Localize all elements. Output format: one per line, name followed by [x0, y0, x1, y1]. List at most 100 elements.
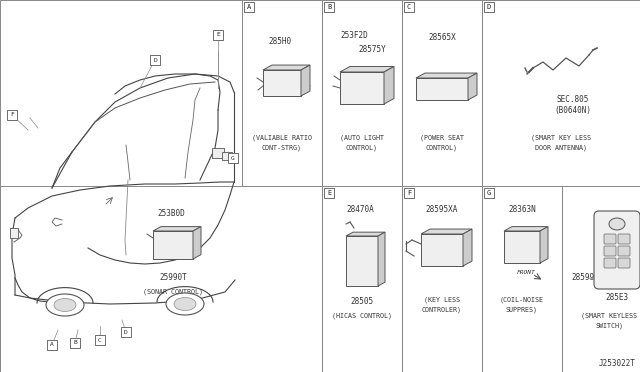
- Polygon shape: [384, 67, 394, 104]
- Polygon shape: [193, 227, 201, 259]
- Text: D: D: [124, 330, 128, 334]
- Bar: [482, 186, 562, 372]
- Polygon shape: [504, 231, 540, 263]
- FancyBboxPatch shape: [604, 234, 616, 244]
- Text: D: D: [487, 4, 491, 10]
- Polygon shape: [340, 72, 384, 104]
- Bar: [47, 340, 57, 350]
- Bar: [402, 0, 482, 186]
- Polygon shape: [421, 234, 463, 266]
- Text: F: F: [407, 190, 411, 196]
- Text: (POWER SEAT: (POWER SEAT: [420, 135, 464, 141]
- Text: SUPPRES): SUPPRES): [506, 307, 538, 313]
- Polygon shape: [301, 65, 310, 96]
- Bar: [324, 2, 334, 12]
- Polygon shape: [153, 227, 201, 231]
- Bar: [404, 188, 414, 198]
- Text: SEC.805: SEC.805: [557, 96, 589, 105]
- Bar: [222, 152, 232, 160]
- Text: B: B: [73, 340, 77, 346]
- Text: (VALIABLE RATIO: (VALIABLE RATIO: [252, 135, 312, 141]
- FancyBboxPatch shape: [618, 234, 630, 244]
- Bar: [10, 228, 18, 238]
- Text: 285H0: 285H0: [268, 38, 292, 46]
- Text: G: G: [231, 155, 235, 160]
- Polygon shape: [416, 73, 477, 78]
- Polygon shape: [378, 232, 385, 286]
- Text: 28595XA: 28595XA: [426, 205, 458, 215]
- Bar: [482, 0, 640, 186]
- Bar: [95, 335, 105, 345]
- FancyBboxPatch shape: [604, 258, 616, 268]
- Ellipse shape: [54, 298, 76, 311]
- Text: C: C: [98, 337, 102, 343]
- Text: 28599: 28599: [572, 273, 595, 282]
- Polygon shape: [153, 231, 193, 259]
- Bar: [404, 2, 414, 12]
- FancyBboxPatch shape: [618, 258, 630, 268]
- Text: G: G: [487, 190, 491, 196]
- Text: (B0640N): (B0640N): [554, 106, 591, 115]
- Text: 28575Y: 28575Y: [358, 45, 386, 55]
- Text: DOOR ANTENNA): DOOR ANTENNA): [535, 145, 587, 151]
- Text: A: A: [50, 343, 54, 347]
- Text: CONTROL): CONTROL): [426, 145, 458, 151]
- Text: (SONAR CONTROL): (SONAR CONTROL): [143, 289, 203, 295]
- Bar: [484, 188, 494, 198]
- Text: 28505: 28505: [351, 296, 374, 305]
- Text: 28565X: 28565X: [428, 33, 456, 42]
- Text: (SMART KEYLESS: (SMART KEYLESS: [581, 313, 637, 319]
- Text: B: B: [327, 4, 331, 10]
- Polygon shape: [346, 236, 378, 286]
- Ellipse shape: [166, 293, 204, 315]
- Bar: [212, 148, 224, 158]
- Text: E: E: [327, 190, 331, 196]
- Text: J253022T: J253022T: [599, 359, 636, 368]
- Text: FRONT: FRONT: [516, 269, 536, 275]
- Ellipse shape: [174, 298, 196, 311]
- Bar: [402, 186, 482, 372]
- Bar: [242, 0, 322, 186]
- Text: A: A: [247, 4, 251, 10]
- Text: 28363N: 28363N: [508, 205, 536, 215]
- Text: (SMART KEY LESS: (SMART KEY LESS: [531, 135, 591, 141]
- Text: D: D: [153, 58, 157, 62]
- Bar: [324, 188, 334, 198]
- Bar: [70, 338, 80, 348]
- Text: CONTROLER): CONTROLER): [422, 307, 462, 313]
- Bar: [0, 186, 322, 372]
- Text: 253F2D: 253F2D: [340, 31, 368, 39]
- Polygon shape: [340, 67, 394, 72]
- Text: E: E: [216, 32, 220, 38]
- Polygon shape: [468, 73, 477, 100]
- Text: 285E3: 285E3: [605, 294, 628, 302]
- Text: (KEY LESS: (KEY LESS: [424, 297, 460, 303]
- FancyBboxPatch shape: [604, 246, 616, 256]
- Polygon shape: [263, 65, 310, 70]
- Text: CONTROL): CONTROL): [346, 145, 378, 151]
- Text: 28470A: 28470A: [346, 205, 374, 215]
- Text: (AUTO LIGHT: (AUTO LIGHT: [340, 135, 384, 141]
- Text: C: C: [407, 4, 411, 10]
- Bar: [322, 186, 402, 372]
- Text: CONT-STRG): CONT-STRG): [262, 145, 302, 151]
- Bar: [228, 153, 238, 163]
- Text: (HICAS CONTROL): (HICAS CONTROL): [332, 313, 392, 319]
- FancyBboxPatch shape: [618, 246, 630, 256]
- Polygon shape: [504, 227, 548, 231]
- Bar: [121, 327, 131, 337]
- Text: SWITCH): SWITCH): [595, 323, 623, 329]
- FancyBboxPatch shape: [594, 211, 640, 289]
- Bar: [562, 186, 640, 372]
- Polygon shape: [540, 227, 548, 263]
- Bar: [244, 2, 254, 12]
- Text: (COIL-NOISE: (COIL-NOISE: [500, 297, 544, 303]
- Bar: [484, 2, 494, 12]
- Text: F: F: [10, 112, 14, 118]
- Bar: [322, 0, 402, 186]
- Polygon shape: [416, 78, 468, 100]
- Ellipse shape: [609, 218, 625, 230]
- Text: 25990T: 25990T: [159, 273, 187, 282]
- Polygon shape: [346, 232, 385, 236]
- Polygon shape: [463, 229, 472, 266]
